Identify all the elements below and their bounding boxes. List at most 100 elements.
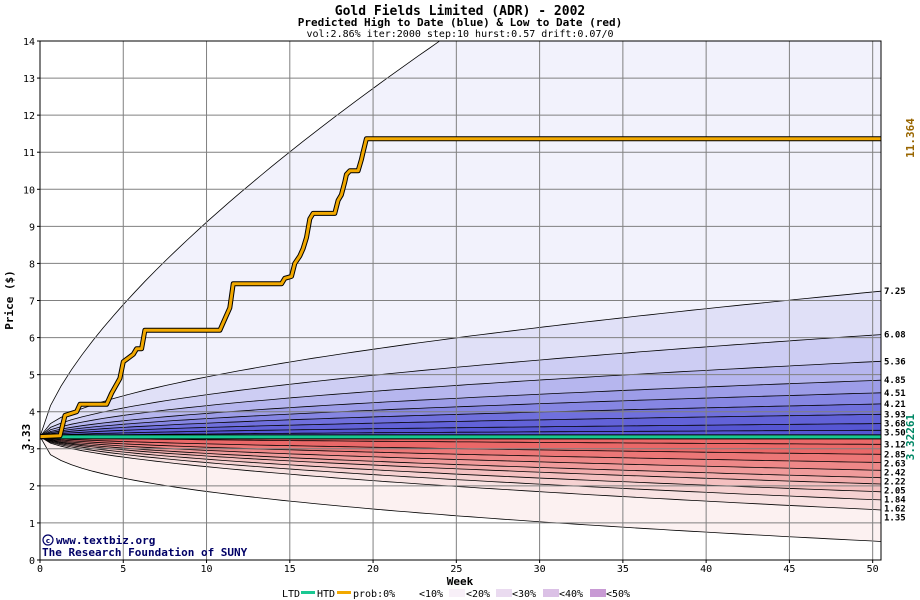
- y-tick-label: 0: [29, 556, 35, 567]
- blue-band-1: [40, 291, 881, 437]
- htd-value-label: 11.364: [904, 118, 917, 158]
- band-end-label: 1.84: [884, 495, 906, 505]
- legend-ltd-swatch: [301, 591, 315, 594]
- x-tick-label: 30: [534, 564, 546, 575]
- band-boundary-18: [39, 436, 882, 511]
- band-boundary-17: [39, 436, 882, 501]
- x-axis-label: Week: [447, 575, 474, 588]
- band-boundary-8: [39, 423, 882, 437]
- band-boundary-4: [39, 379, 882, 437]
- band-end-label: 1.62: [884, 504, 906, 514]
- band-end-label: 3.93: [884, 410, 906, 420]
- copyright-icon-c: c: [46, 537, 50, 545]
- y-tick-label: 3: [29, 445, 35, 456]
- band-end-label: 2.85: [884, 450, 906, 460]
- x-tick-label: 40: [700, 564, 712, 575]
- x-tick-label: 10: [201, 564, 213, 575]
- band-end-label: 5.36: [884, 357, 906, 367]
- y-tick-label: 8: [29, 259, 35, 270]
- x-tick-label: 20: [367, 564, 379, 575]
- credits: c www.textbiz.org The Research Foundatio…: [42, 534, 248, 559]
- y-tick-label: 13: [23, 74, 35, 85]
- band-end-label: 1.35: [884, 513, 906, 523]
- band-boundary-6: [39, 403, 882, 437]
- htd-line: [39, 137, 881, 439]
- band-end-label: 3.12: [884, 440, 906, 450]
- y-tick-label: 11: [23, 148, 35, 159]
- y-tick-label: 10: [23, 185, 35, 196]
- legend-htd-label: HTD: [317, 589, 335, 600]
- blue-band-7: [40, 414, 881, 437]
- red-band-3: [40, 436, 881, 471]
- band-boundary-19: [39, 436, 882, 542]
- band-boundary-12: [39, 436, 882, 463]
- red-band-4: [40, 436, 881, 478]
- legend-swatch-0: [403, 589, 419, 597]
- credit-org: The Research Foundation of SUNY: [42, 546, 248, 559]
- legend-swatch-10: [449, 589, 465, 597]
- band-boundary-9: [39, 429, 881, 437]
- band-end-label: 4.51: [884, 389, 906, 399]
- band-boundary-16: [39, 436, 882, 493]
- credit-site: www.textbiz.org: [56, 534, 155, 547]
- blue-band-2: [40, 334, 881, 437]
- x-tick-label: 45: [783, 564, 795, 575]
- band-end-label: 2.63: [884, 459, 906, 469]
- y-tick-label: 1: [29, 519, 35, 530]
- y-tick-label: 6: [29, 334, 35, 345]
- start-value-label: 3.33: [20, 424, 33, 451]
- blue-band-5: [40, 392, 881, 437]
- blue-band-3: [40, 361, 881, 437]
- band-end-label: 2.05: [884, 486, 906, 496]
- ltd-value-label: 3.32261: [904, 413, 917, 460]
- band-end-label: 2.42: [884, 468, 906, 478]
- x-tick-label: 35: [617, 564, 629, 575]
- series-lines: [39, 136, 881, 440]
- x-tick-label: 25: [450, 564, 462, 575]
- x-tick-label: 0: [37, 564, 43, 575]
- legend-swatch-40: [590, 589, 606, 597]
- y-tick-label: 12: [23, 111, 35, 122]
- legend-bin-20: <20%: [466, 589, 490, 600]
- red-band-2: [40, 436, 881, 463]
- band-boundary-3: [39, 360, 882, 437]
- y-tick-label: 5: [29, 371, 35, 382]
- legend-bin-30: <30%: [512, 589, 536, 600]
- y-tick-label: 2: [29, 482, 35, 493]
- band-boundary-5: [39, 392, 882, 437]
- copyright-icon: [42, 534, 54, 546]
- legend: LTD HTD prob:0% <10% <20% <30% <40% <50%: [282, 589, 630, 600]
- legend-htd-swatch: [337, 591, 351, 594]
- chart-params: vol:2.86% iter:2000 step:10 hurst:0.57 d…: [306, 29, 613, 40]
- band-boundary-10: [39, 436, 881, 445]
- chart-title: Gold Fields Limited (ADR) - 2002: [335, 4, 585, 19]
- legend-bin-10: <10%: [419, 589, 443, 600]
- band-end-label: 4.85: [884, 376, 906, 386]
- band-end-label: 3.68: [884, 420, 906, 430]
- legend-bin-50: <50%: [606, 589, 630, 600]
- band-boundary-14: [39, 436, 882, 479]
- legend-bin-40: <40%: [559, 589, 583, 600]
- band-boundary-7: [39, 413, 882, 437]
- band-end-label: 4.21: [884, 400, 906, 410]
- legend-swatch-30: [543, 589, 559, 597]
- x-tick-label: 15: [284, 564, 296, 575]
- band-boundary-15: [39, 436, 882, 485]
- red-band-9: [40, 436, 881, 542]
- red-band-6: [40, 436, 881, 492]
- y-tick-label: 7: [29, 297, 35, 308]
- probability-bands: [39, 40, 882, 542]
- red-band-5: [40, 436, 881, 484]
- band-end-label: 7.25: [884, 287, 906, 297]
- band-boundary-2: [39, 334, 882, 437]
- band-end-labels: 7.25 6.08 5.36 4.85 4.514.213.933.683.503.12…: [884, 287, 906, 523]
- legend-swatch-20: [496, 589, 512, 597]
- band-end-label: 3.50: [884, 429, 906, 439]
- x-tick-label: 50: [867, 564, 879, 575]
- y-tick-label: 14: [23, 37, 35, 48]
- y-tick-label: 4: [29, 408, 35, 419]
- chart-subtitle: Predicted High to Date (blue) & Low to D…: [298, 16, 623, 29]
- band-end-label: 6.08: [884, 331, 906, 341]
